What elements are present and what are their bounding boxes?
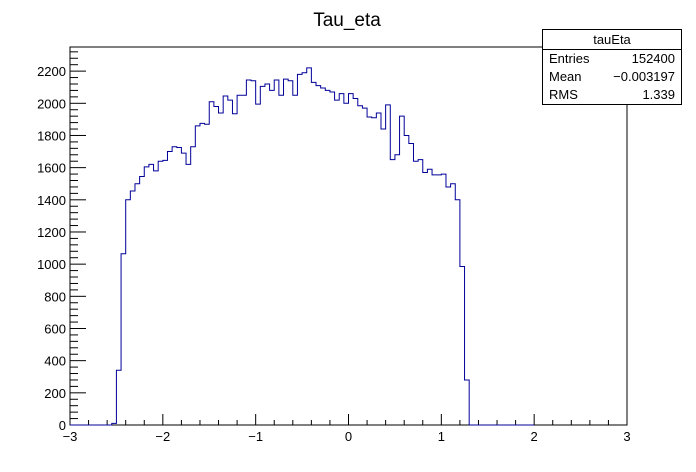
y-tick-label: 1800 xyxy=(37,128,66,143)
x-tick-label: −1 xyxy=(248,429,263,444)
x-tick-label: 2 xyxy=(531,429,538,444)
x-tick-label: 3 xyxy=(623,429,630,444)
y-tick-label: 1200 xyxy=(37,225,66,240)
stats-label: Mean xyxy=(549,69,582,84)
y-tick-label: 200 xyxy=(44,386,66,401)
stats-label: Entries xyxy=(549,51,590,66)
stats-label: RMS xyxy=(549,87,578,102)
y-tick-label: 600 xyxy=(44,321,66,336)
y-tick-label: 2000 xyxy=(37,96,66,111)
histogram-line xyxy=(70,67,535,426)
stats-title: tauEta xyxy=(543,30,681,50)
y-tick-label: 1400 xyxy=(37,193,66,208)
y-tick-label: 1000 xyxy=(37,257,66,272)
y-tick-label: 2200 xyxy=(37,64,66,79)
x-tick-label: 1 xyxy=(438,429,445,444)
y-tick-labels: 0 200 400 600 800 1000 1200 1400 1600 1800 2000 220… xyxy=(37,64,66,433)
y-tick-label: 1600 xyxy=(37,161,66,176)
chart-title: Tau_eta xyxy=(313,10,381,31)
x-tick-label: −2 xyxy=(155,429,170,444)
stats-row-rms: RMS 1.339 xyxy=(543,86,681,104)
y-tick-label: 800 xyxy=(44,289,66,304)
stats-box: tauEta Entries 152400 Mean −0.003197 RMS… xyxy=(542,29,682,105)
x-tick-label: −3 xyxy=(63,429,78,444)
stats-value: 152400 xyxy=(631,51,675,66)
stats-row-entries: Entries 152400 xyxy=(543,50,681,68)
stats-value: 1.339 xyxy=(642,87,675,102)
stats-value: −0.003197 xyxy=(613,69,675,84)
axis-ticks xyxy=(69,51,628,426)
y-tick-label: 400 xyxy=(44,354,66,369)
stats-row-mean: Mean −0.003197 xyxy=(543,68,681,86)
y-tick-label: 0 xyxy=(59,418,66,433)
x-tick-labels: −3 −2 −1 0 1 2 3 xyxy=(63,429,631,444)
x-tick-label: 0 xyxy=(345,429,352,444)
